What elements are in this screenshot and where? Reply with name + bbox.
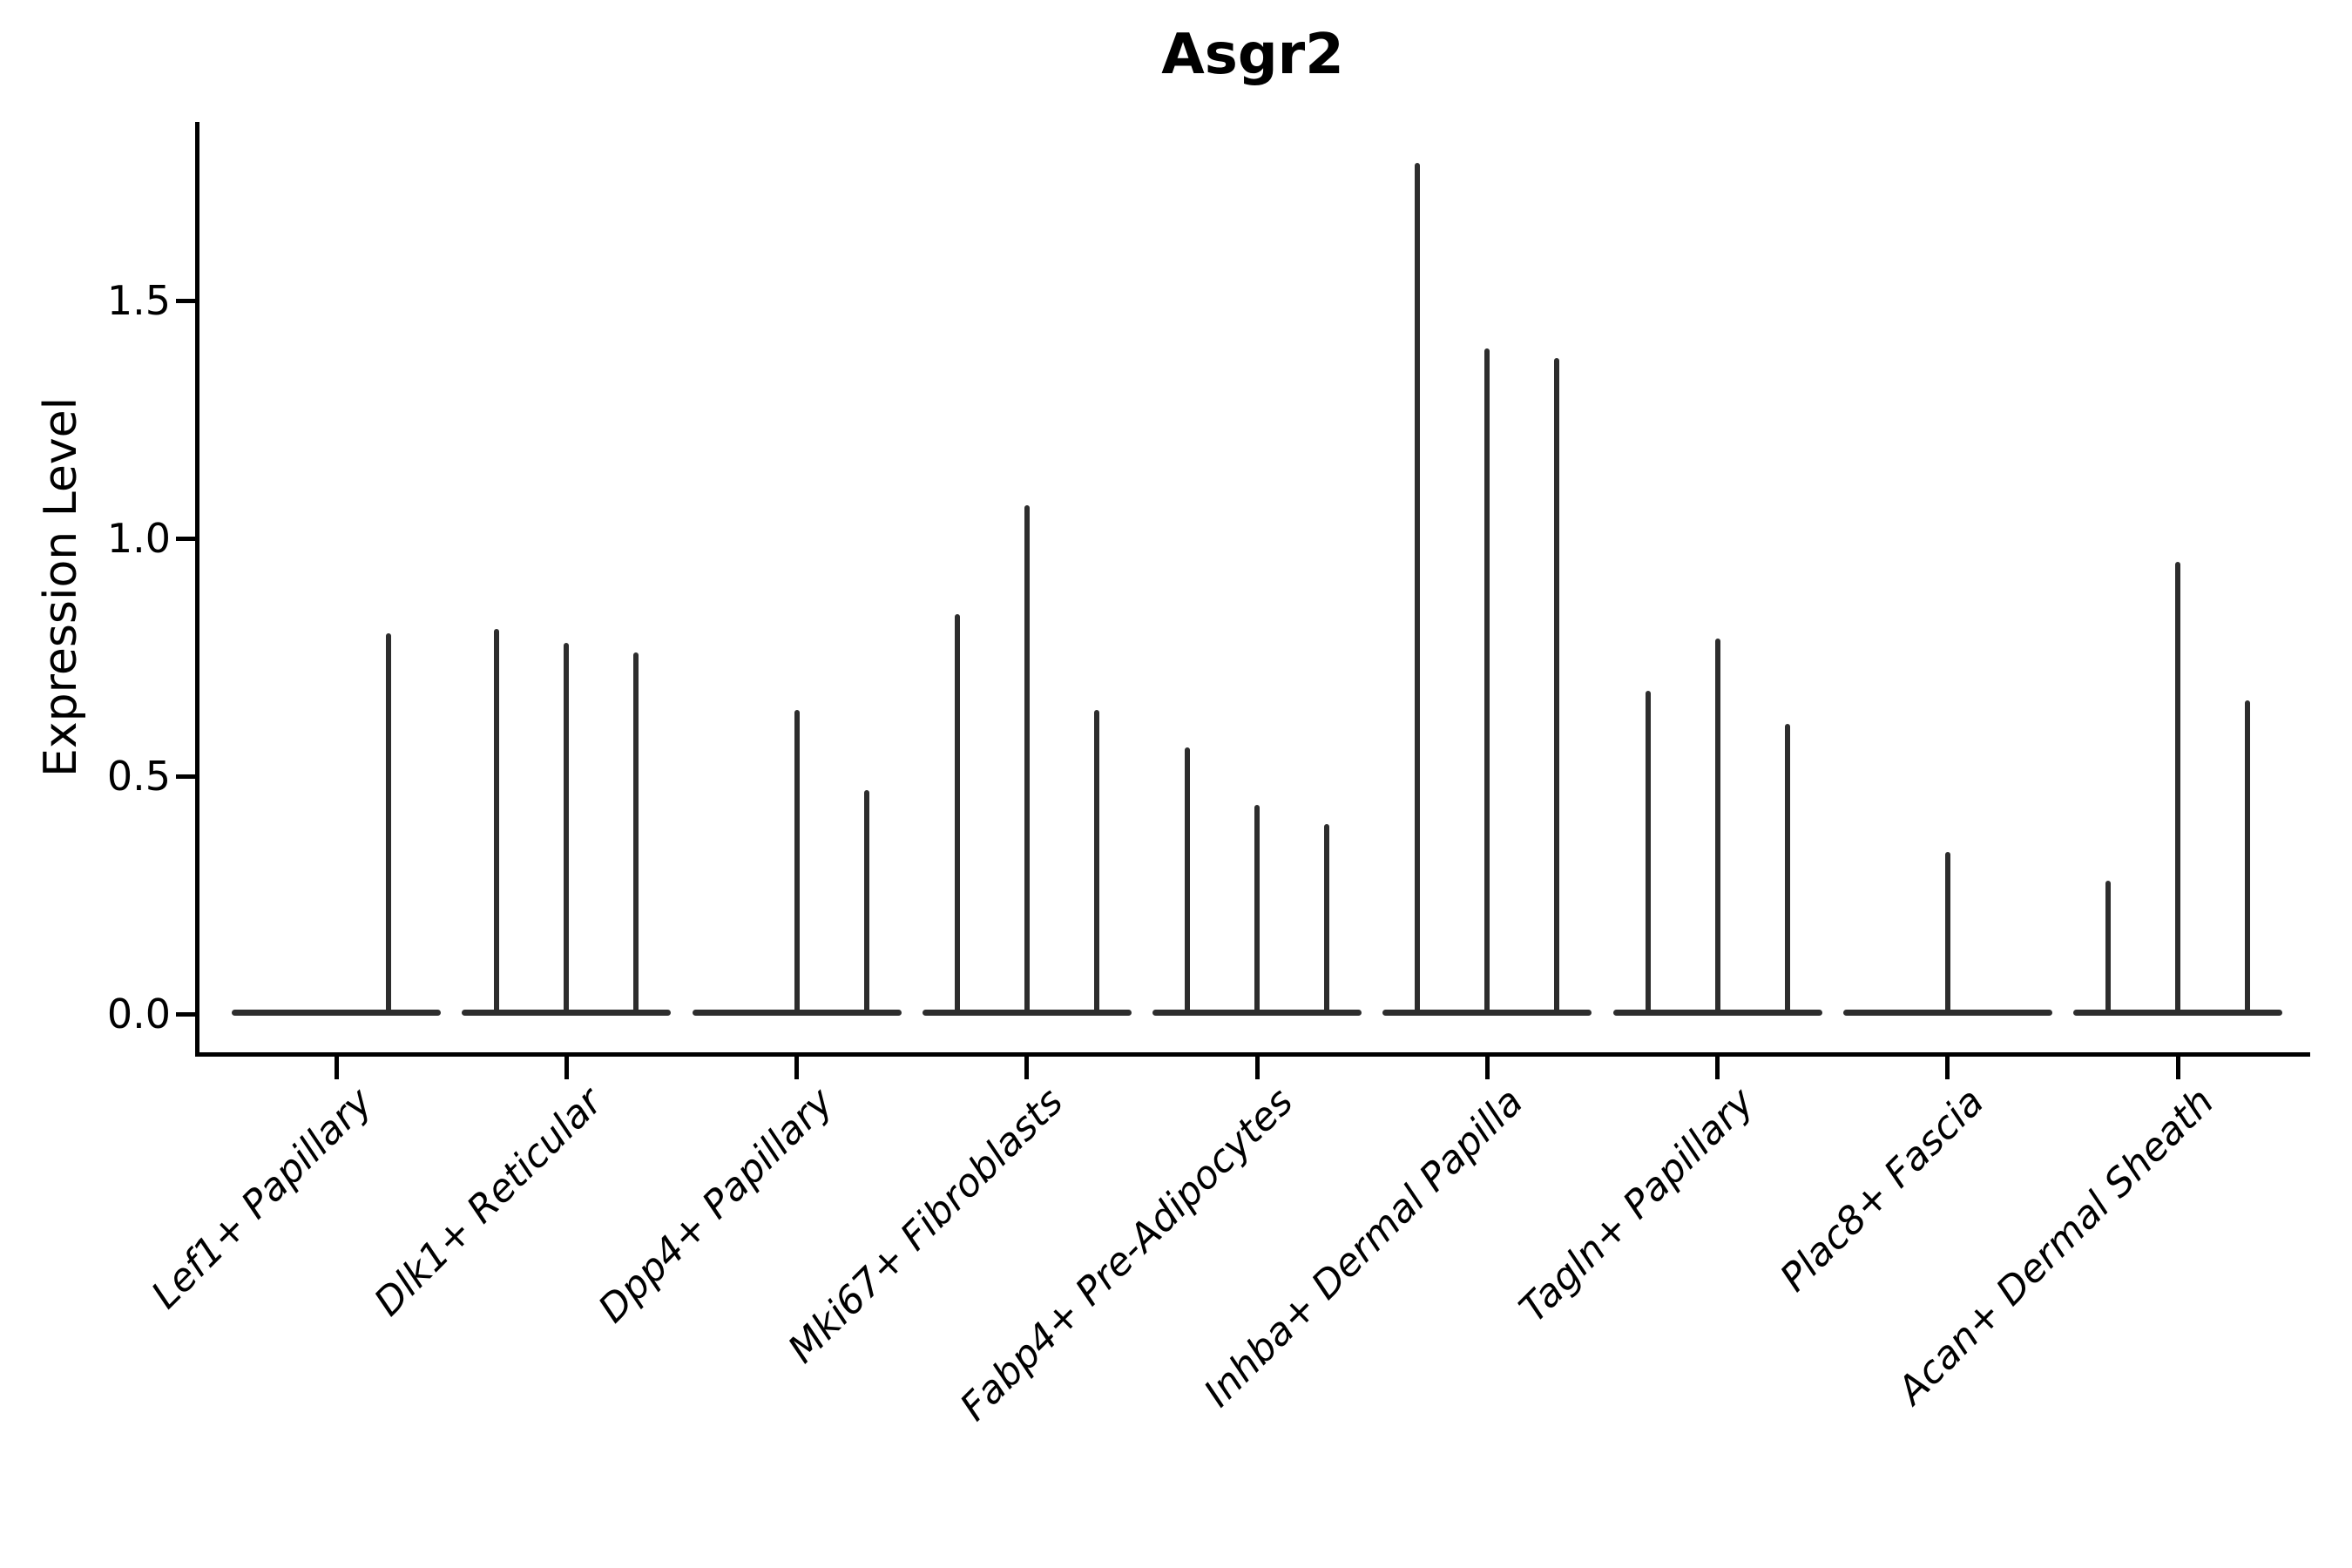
x-tick — [794, 1057, 799, 1079]
x-tick-label: Mki67+ Fibroblasts — [779, 1079, 1072, 1372]
violin-spike — [494, 628, 500, 1014]
chart-title: Asgr2 — [1161, 23, 1344, 87]
y-tick — [176, 298, 195, 303]
violin-baseline — [232, 1009, 441, 1016]
y-tick-label: 1.0 — [106, 515, 171, 562]
x-tick-label: Fabp4+ Pre-Adipocytes — [951, 1079, 1302, 1430]
violin-spike — [1024, 504, 1030, 1014]
violin-spike — [1645, 690, 1651, 1014]
x-tick-label: Plac8+ Fascia — [1771, 1079, 1993, 1301]
x-tick-label: Tagln+ Papillary — [1511, 1079, 1762, 1332]
violin-spike — [386, 633, 391, 1014]
x-tick — [1945, 1057, 1950, 1079]
x-tick-label: Lef1+ Papillary — [143, 1079, 382, 1318]
y-tick — [176, 536, 195, 541]
x-tick — [1484, 1057, 1490, 1079]
y-tick-label: 1.5 — [106, 277, 171, 324]
y-tick — [176, 774, 195, 779]
y-tick-label: 0.5 — [106, 753, 171, 800]
violin-spike — [1415, 162, 1421, 1014]
x-tick — [2175, 1057, 2180, 1079]
violin-spike — [1784, 723, 1790, 1014]
x-tick — [334, 1057, 339, 1079]
y-tick — [176, 1011, 195, 1017]
violin-spike — [2175, 562, 2180, 1014]
x-tick-label: Acan+ Dermal Sheath — [1889, 1079, 2223, 1413]
x-tick-label: Dpp4+ Papillary — [589, 1079, 841, 1332]
x-tick — [1254, 1057, 1260, 1079]
y-axis-spine — [195, 122, 199, 1057]
violin-spike — [2105, 881, 2111, 1014]
violin-spike — [1324, 823, 1329, 1014]
x-tick — [564, 1057, 569, 1079]
violin-spike — [794, 709, 800, 1014]
x-tick-label: Inhba+ Dermal Papilla — [1195, 1079, 1532, 1416]
violin-spike — [1254, 804, 1260, 1014]
violin-spike — [564, 643, 570, 1014]
x-tick-label: Dlk1+ Reticular — [366, 1079, 612, 1325]
x-axis-spine — [195, 1052, 2310, 1057]
violin-spike — [633, 652, 639, 1014]
x-tick — [1024, 1057, 1030, 1079]
violin-spike — [2245, 700, 2250, 1014]
violin-spike — [954, 614, 960, 1014]
x-tick — [1715, 1057, 1720, 1079]
violin-spike — [1554, 357, 1560, 1014]
violin-spike — [863, 790, 869, 1014]
violin-spike — [1714, 638, 1720, 1014]
violin-spike — [1484, 348, 1490, 1014]
violin-spike — [1185, 747, 1190, 1014]
y-tick-label: 0.0 — [106, 990, 171, 1037]
violin-spike — [1093, 709, 1099, 1014]
violin-spike — [1944, 852, 1950, 1014]
